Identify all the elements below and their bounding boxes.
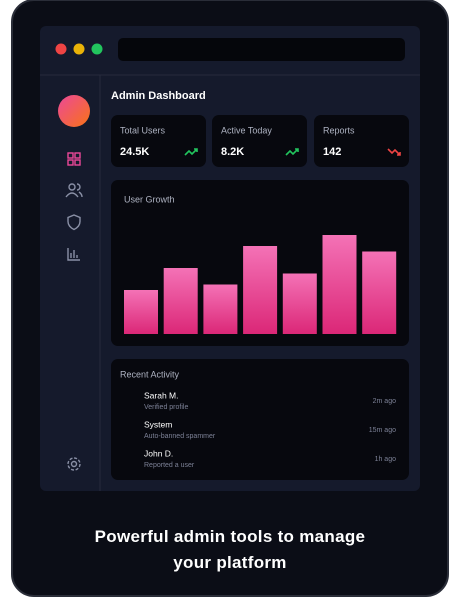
bar: [163, 268, 198, 334]
stat-card: [314, 115, 409, 167]
close-dot[interactable]: [55, 43, 67, 55]
nav-analytics[interactable]: [67, 248, 80, 261]
activity-detail: Verified profile: [144, 404, 188, 411]
bar: [362, 251, 397, 334]
chart-title: User Growth: [124, 194, 175, 204]
trend-icon: [285, 148, 299, 156]
activity-detail: Auto-banned spammer: [144, 433, 216, 440]
avatar[interactable]: [58, 95, 90, 127]
activity-time: 15m ago: [369, 427, 396, 434]
stat-value: 8.2K: [221, 146, 244, 158]
bar: [322, 235, 357, 334]
stat-card: [212, 115, 307, 167]
page-title: Admin Dashboard: [111, 90, 206, 102]
activity-time: 2m ago: [373, 398, 396, 405]
nav-users[interactable]: [65, 183, 83, 198]
activity-title: Recent Activity: [120, 369, 180, 379]
maximize-dot[interactable]: [91, 43, 103, 55]
activity-name: Sarah M.: [144, 390, 179, 400]
bar: [282, 273, 317, 334]
caption: Powerful admin tools to manage your plat…: [94, 527, 366, 572]
bar: [124, 290, 158, 334]
address-bar[interactable]: [118, 38, 405, 61]
activity-name: System: [144, 419, 172, 429]
stat-value: 142: [323, 146, 341, 158]
stat-label: Reports: [323, 125, 355, 135]
trend-icon: [184, 148, 198, 156]
activity-time: 1h ago: [375, 456, 397, 463]
activity-card: [111, 359, 409, 480]
stat-value: 24.5K: [120, 146, 149, 158]
activity-name: John D.: [144, 448, 173, 458]
nav-security[interactable]: [67, 214, 81, 231]
nav-dashboard[interactable]: [67, 152, 81, 166]
stat-card: [111, 115, 206, 167]
trend-icon: [387, 148, 401, 156]
activity-detail: Reported a user: [144, 462, 195, 469]
bar: [203, 284, 238, 334]
stat-label: Total Users: [120, 125, 166, 135]
bar: [243, 246, 278, 334]
minimize-dot[interactable]: [73, 43, 85, 55]
nav-settings[interactable]: [67, 457, 81, 471]
stat-label: Active Today: [221, 125, 272, 135]
